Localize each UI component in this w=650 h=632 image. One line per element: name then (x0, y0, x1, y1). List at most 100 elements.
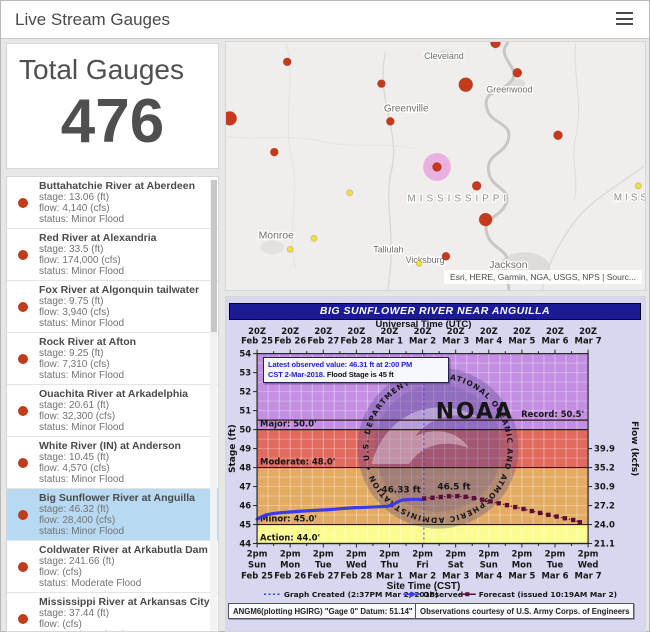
gauge-list-item[interactable]: Coldwater River at Arkabutla Dam stage: 2… (7, 541, 218, 593)
gauge-stage: stage: 9.25 (ft) (39, 348, 104, 359)
svg-text:47: 47 (239, 482, 251, 492)
svg-text:Forecast (issued 10:19AM Mar 2: Forecast (issued 10:19AM Mar 2) (479, 590, 617, 599)
svg-text:20Z: 20Z (414, 326, 432, 336)
gauge-marker-icon[interactable] (441, 251, 451, 261)
map-place-label: Greenville (384, 103, 429, 114)
svg-text:Moderate: 48.0': Moderate: 48.0' (260, 457, 335, 467)
gauge-marker-icon[interactable] (385, 116, 395, 126)
status-dot-icon (7, 614, 39, 624)
svg-text:52: 52 (239, 387, 251, 397)
svg-text:20Z: 20Z (314, 326, 332, 336)
svg-text:2pm: 2pm (379, 548, 400, 558)
svg-text:Mar 1: Mar 1 (376, 570, 403, 580)
gauge-flow: flow: 174,000 (cfs) (39, 255, 121, 266)
menu-icon[interactable] (616, 12, 633, 29)
svg-text:39.9: 39.9 (594, 444, 615, 454)
gauge-name: Big Sunflower River at Anguilla (39, 492, 195, 504)
svg-text:Mar 2: Mar 2 (409, 570, 436, 580)
gauge-marker-icon[interactable] (458, 77, 474, 92)
gauge-list-item[interactable]: Big Sunflower River at Anguilla stage: 46… (7, 489, 218, 541)
svg-text:Mar 3: Mar 3 (442, 570, 469, 580)
svg-text:30.9: 30.9 (594, 482, 615, 492)
gauge-name: White River (IN) at Anderson (39, 440, 181, 452)
svg-text:Flow (kcfs): Flow (kcfs) (629, 421, 639, 476)
svg-text:48: 48 (239, 463, 251, 473)
svg-text:Tue: Tue (315, 559, 332, 569)
gauge-marker-icon[interactable] (269, 147, 279, 157)
gauge-flow: flow: 32,300 (cfs) (39, 411, 116, 422)
svg-text:Wed: Wed (346, 559, 367, 569)
status-dot-icon (7, 458, 39, 468)
svg-text:20Z: 20Z (347, 326, 365, 336)
svg-text:54: 54 (239, 349, 251, 359)
gauge-status: status: Minor Flood (39, 630, 208, 631)
selected-gauge-marker[interactable] (423, 153, 451, 181)
gauge-status: status: Minor Flood (39, 266, 125, 277)
gauge-flow: flow: (cfs) (39, 567, 82, 578)
gauge-marker-icon[interactable] (478, 212, 493, 227)
site-time-axis-label: Site Time (CST) (386, 581, 461, 592)
svg-text:2pm: 2pm (412, 548, 433, 558)
gauge-marker-icon[interactable] (282, 57, 292, 67)
svg-text:46: 46 (239, 501, 251, 511)
gauge-marker-icon[interactable] (490, 42, 501, 49)
svg-text:Mar 5: Mar 5 (508, 570, 535, 580)
gauge-list-item[interactable]: Rock River at Afton stage: 9.25 (ft) flow:… (7, 333, 218, 385)
svg-text:Major: 50.0': Major: 50.0' (260, 419, 317, 429)
svg-text:Tue: Tue (547, 559, 564, 569)
svg-text:20Z: 20Z (513, 326, 531, 336)
svg-text:Wed: Wed (578, 559, 599, 569)
svg-text:Mar 6: Mar 6 (541, 336, 568, 346)
gauge-list-item[interactable]: Buttahatchie River at Aberdeen stage: 13.… (7, 177, 218, 229)
gauge-list-item[interactable]: Ouachita River at Arkadelphia stage: 20.6… (7, 385, 218, 437)
svg-text:Feb 25: Feb 25 (241, 570, 273, 580)
map-panel[interactable]: Cleveland Greenwood Greenville MISSISSIPPI M… (225, 41, 646, 291)
gauge-marker-icon[interactable] (471, 180, 482, 191)
gauge-list-item[interactable]: Mississippi River at Arkansas City stage:… (7, 593, 218, 631)
svg-text:35.2: 35.2 (594, 463, 615, 473)
svg-text:Mar 1: Mar 1 (376, 336, 403, 346)
gauge-name: Fox River at Algonquin tailwater (39, 284, 200, 296)
gauge-marker-icon[interactable] (553, 130, 563, 141)
utc-axis-label: Universal Time (UTC) (375, 319, 472, 330)
scrollbar-thumb[interactable] (210, 180, 217, 332)
svg-text:20Z: 20Z (546, 326, 564, 336)
svg-text:49: 49 (239, 444, 251, 454)
gauge-status: status: Moderate Flood (39, 578, 142, 589)
status-dot-icon (7, 198, 39, 208)
svg-text:Mon: Mon (280, 559, 300, 569)
gauge-status: status: Minor Flood (39, 370, 125, 381)
gauge-marker-icon[interactable] (226, 111, 237, 126)
map-canvas[interactable]: Cleveland Greenwood Greenville MISSISSIPPI M… (226, 42, 645, 290)
gauge-list-item[interactable]: Fox River at Algonquin tailwater stage: 9… (7, 281, 218, 333)
gauge-flow: flow: 28,400 (cfs) (39, 515, 116, 526)
gauge-marker-icon[interactable] (634, 182, 642, 190)
svg-text:Mar 4: Mar 4 (475, 570, 502, 580)
map-place-label: Monroe (259, 230, 294, 241)
gauge-list-item[interactable]: Red River at Alexandria stage: 33.5 (ft) f… (7, 229, 218, 281)
svg-text:Sun: Sun (248, 559, 266, 569)
map-place-label: Vicksburg (406, 255, 445, 265)
svg-text:Sun: Sun (480, 559, 498, 569)
gauge-status: status: Minor Flood (39, 318, 125, 329)
gauge-marker-icon[interactable] (310, 235, 318, 242)
svg-text:20Z: 20Z (480, 326, 498, 336)
svg-text:Minor: 45.0': Minor: 45.0' (260, 514, 317, 524)
map-place-label: Cleveland (424, 51, 464, 61)
gauge-marker-icon[interactable] (346, 189, 354, 197)
map-place-label: Greenwood (486, 85, 532, 95)
status-dot-icon (7, 406, 39, 416)
gauge-list-item[interactable]: White River (IN) at Anderson stage: 10.45… (7, 437, 218, 489)
gauge-marker-icon[interactable] (512, 67, 523, 78)
svg-text:21.1: 21.1 (594, 539, 615, 549)
svg-text:2pm: 2pm (247, 548, 268, 558)
svg-text:Stage (ft): Stage (ft) (228, 424, 238, 473)
svg-text:Mar 3: Mar 3 (442, 336, 469, 346)
scrollbar[interactable] (210, 179, 217, 631)
gauge-marker-icon[interactable] (377, 79, 386, 89)
gauge-marker-icon[interactable] (286, 245, 294, 253)
gauge-stage: stage: 37.44 (ft) (39, 608, 110, 619)
svg-text:Action: 44.0': Action: 44.0' (260, 533, 320, 543)
gauge-marker-icon[interactable] (415, 259, 423, 267)
